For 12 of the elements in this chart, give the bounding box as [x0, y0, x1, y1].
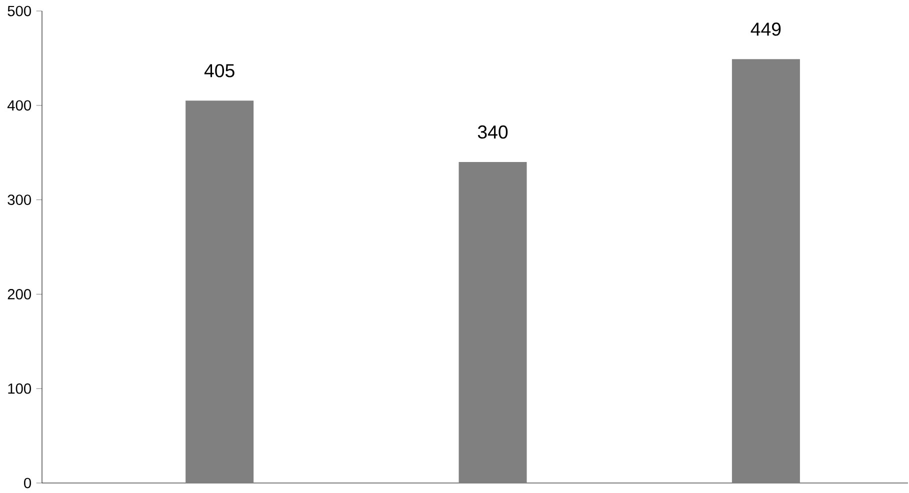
y-tick-label: 0 — [24, 478, 32, 488]
y-tick-label: 200 — [8, 289, 32, 300]
y-tick-label: 100 — [8, 383, 32, 394]
bar — [186, 100, 254, 483]
y-tick-label: 400 — [7, 100, 32, 111]
y-tick-label: 500 — [8, 6, 32, 16]
data-label: 405 — [204, 64, 234, 78]
bar — [732, 59, 800, 483]
bar — [458, 162, 527, 483]
data-label: 340 — [478, 125, 508, 139]
data-label: 449 — [750, 22, 781, 36]
y-tick-label: 300 — [8, 194, 32, 205]
